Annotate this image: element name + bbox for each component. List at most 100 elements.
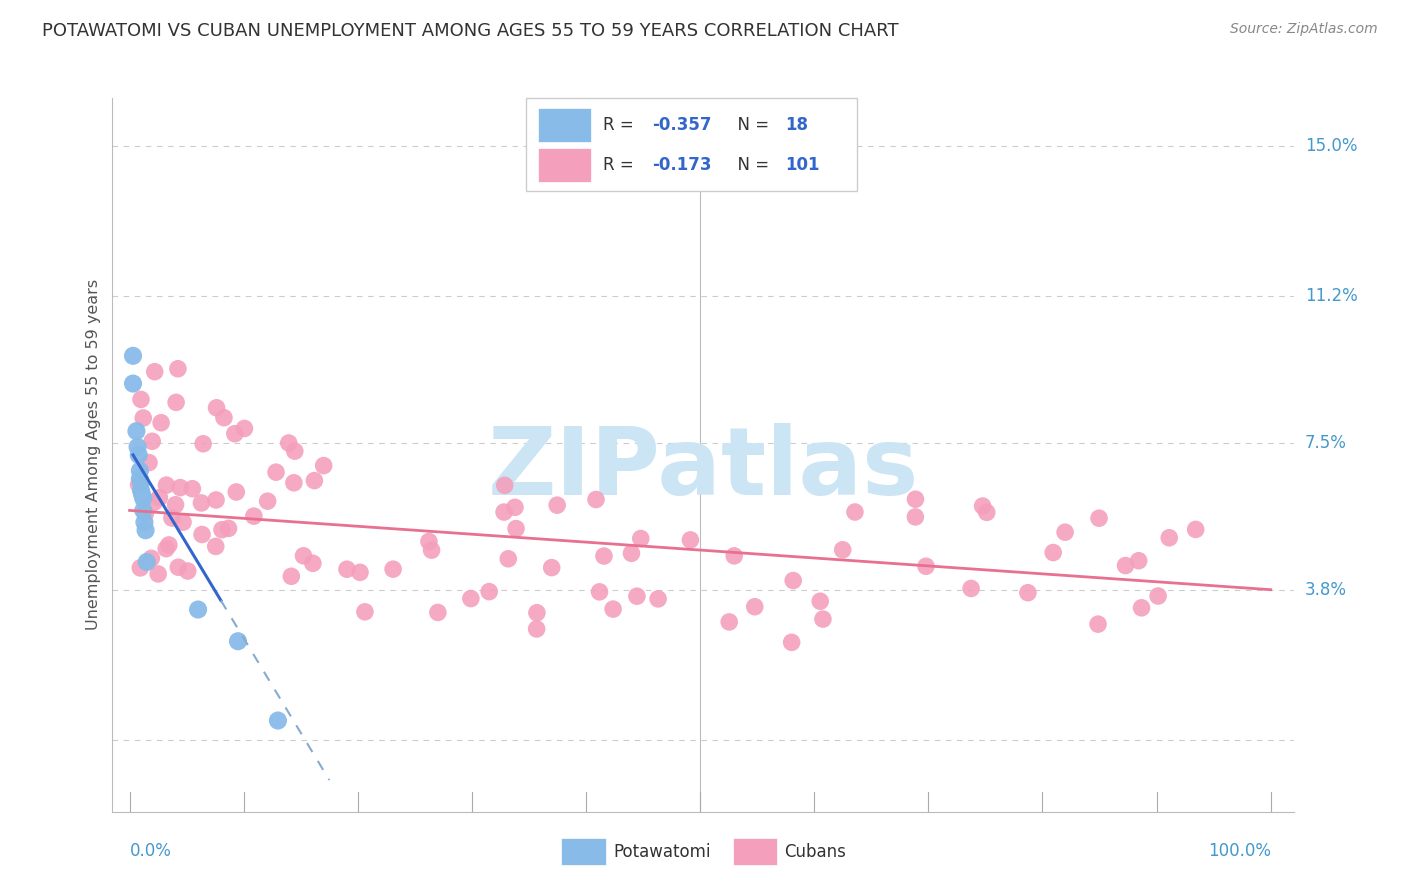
Text: N =: N = xyxy=(727,156,773,174)
Point xyxy=(167,560,190,574)
Point xyxy=(808,594,831,608)
Text: N =: N = xyxy=(727,116,773,134)
Text: 3.8%: 3.8% xyxy=(1305,581,1347,599)
Point xyxy=(1159,531,1181,545)
Point xyxy=(588,585,610,599)
Point xyxy=(264,465,287,479)
Point xyxy=(283,475,305,490)
Point xyxy=(526,606,548,620)
Point xyxy=(976,505,998,519)
Point xyxy=(494,478,516,492)
Point xyxy=(155,541,177,556)
Point xyxy=(679,533,702,547)
Point xyxy=(224,426,246,441)
Point xyxy=(494,505,516,519)
Point xyxy=(1147,589,1170,603)
Point xyxy=(225,485,247,500)
FancyBboxPatch shape xyxy=(733,838,778,865)
Point xyxy=(593,549,616,563)
Point xyxy=(181,482,204,496)
Text: 100.0%: 100.0% xyxy=(1208,842,1271,860)
Point xyxy=(1087,617,1109,632)
Point xyxy=(349,566,371,580)
Point xyxy=(146,566,169,581)
Point xyxy=(205,401,228,415)
Point xyxy=(141,434,163,449)
Point xyxy=(960,582,983,596)
Point xyxy=(172,515,194,529)
Point xyxy=(302,556,325,570)
Point xyxy=(218,521,240,535)
Point xyxy=(602,602,624,616)
Point xyxy=(904,510,927,524)
Point xyxy=(177,564,200,578)
Point xyxy=(132,491,155,506)
Point xyxy=(831,542,853,557)
Point xyxy=(127,440,149,454)
Point xyxy=(243,509,266,524)
Point xyxy=(204,540,226,554)
Point xyxy=(128,477,150,491)
Text: 15.0%: 15.0% xyxy=(1305,136,1357,154)
Text: 101: 101 xyxy=(786,156,820,174)
Point xyxy=(135,555,157,569)
Point xyxy=(503,500,526,515)
Point xyxy=(1054,525,1077,540)
Y-axis label: Unemployment Among Ages 55 to 59 years: Unemployment Among Ages 55 to 59 years xyxy=(86,279,101,631)
Point xyxy=(167,361,190,376)
Text: 7.5%: 7.5% xyxy=(1305,434,1347,452)
Point xyxy=(620,546,643,560)
Point xyxy=(336,562,359,576)
Point xyxy=(647,591,669,606)
FancyBboxPatch shape xyxy=(561,838,606,865)
Point xyxy=(1017,585,1039,599)
Point xyxy=(626,589,648,603)
Point xyxy=(150,416,173,430)
Point xyxy=(125,424,148,438)
Point xyxy=(187,602,209,616)
Point xyxy=(129,475,152,490)
Point xyxy=(782,574,804,588)
Point xyxy=(478,584,501,599)
Text: ZIPatlas: ZIPatlas xyxy=(488,423,918,516)
Point xyxy=(496,551,519,566)
Point xyxy=(134,507,156,521)
Point xyxy=(211,523,233,537)
Text: Cubans: Cubans xyxy=(785,843,846,861)
Point xyxy=(540,560,562,574)
Point xyxy=(744,599,766,614)
Point xyxy=(1128,554,1150,568)
Point xyxy=(811,612,834,626)
Point xyxy=(155,478,177,492)
Point xyxy=(718,615,741,629)
Text: R =: R = xyxy=(603,156,638,174)
Point xyxy=(141,551,163,566)
Point xyxy=(292,549,315,563)
Point xyxy=(233,421,256,435)
Point xyxy=(904,492,927,507)
Point xyxy=(142,495,165,509)
FancyBboxPatch shape xyxy=(537,148,591,182)
Point xyxy=(780,635,803,649)
Point xyxy=(212,410,235,425)
Point xyxy=(312,458,335,473)
Text: R =: R = xyxy=(603,116,638,134)
Point xyxy=(132,411,155,425)
Point xyxy=(129,561,152,575)
Point xyxy=(148,491,170,505)
Text: POTAWATOMI VS CUBAN UNEMPLOYMENT AMONG AGES 55 TO 59 YEARS CORRELATION CHART: POTAWATOMI VS CUBAN UNEMPLOYMENT AMONG A… xyxy=(42,22,898,40)
Point xyxy=(267,714,290,728)
Point xyxy=(1130,600,1153,615)
Point xyxy=(193,437,215,451)
Point xyxy=(630,532,652,546)
Point xyxy=(169,481,191,495)
Point xyxy=(354,605,377,619)
Point xyxy=(135,523,157,537)
Point xyxy=(915,559,938,574)
Point xyxy=(226,634,249,648)
Point xyxy=(190,496,212,510)
Text: Potawatomi: Potawatomi xyxy=(613,843,711,861)
Point xyxy=(304,474,326,488)
Point xyxy=(160,511,183,525)
Point xyxy=(256,494,278,508)
